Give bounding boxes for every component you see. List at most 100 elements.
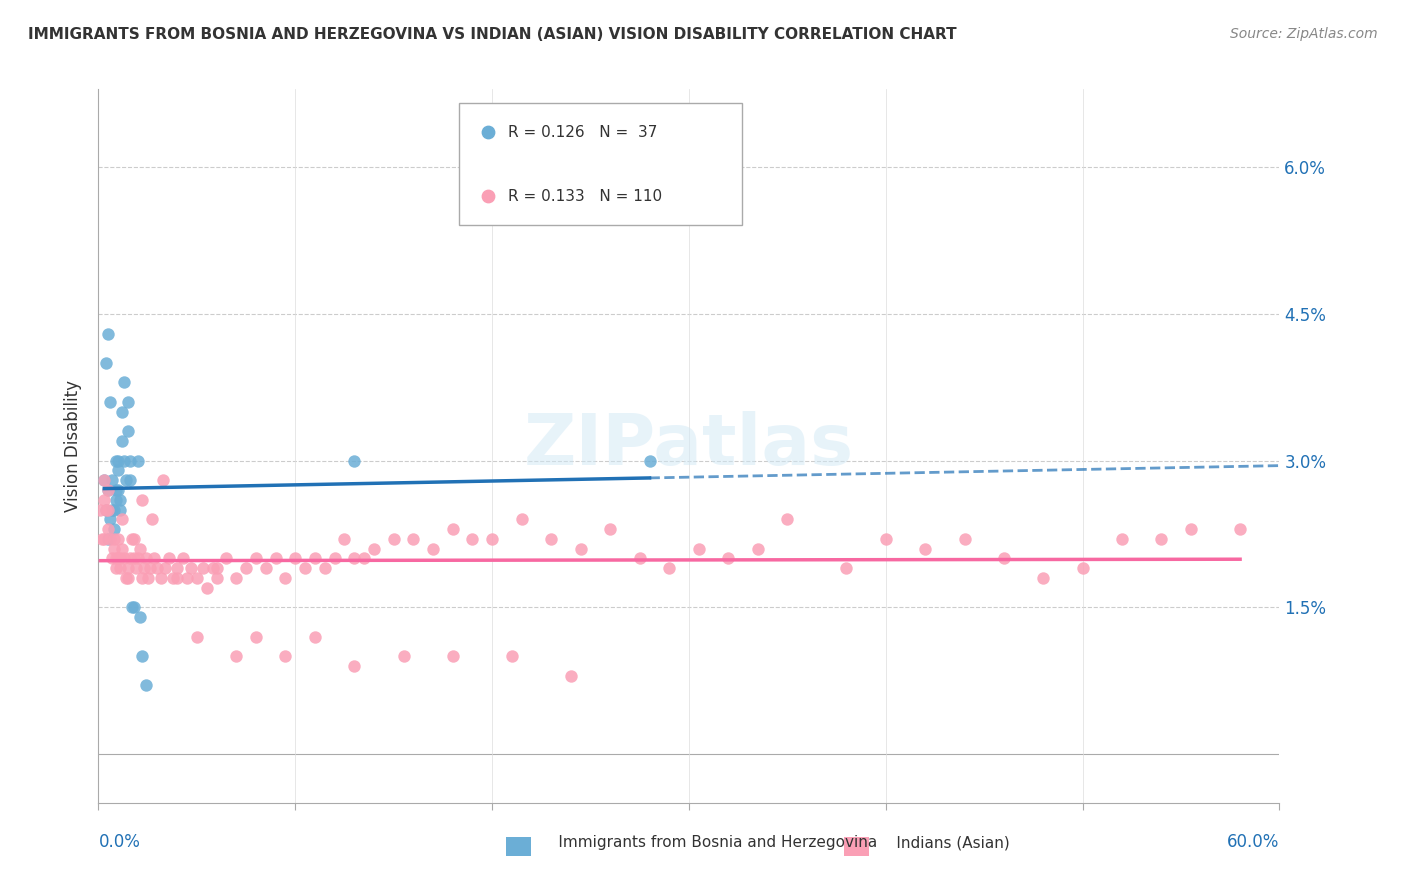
- Point: [1150, 532, 1173, 546]
- Point: [115, 571, 138, 585]
- Point: [91, 532, 114, 546]
- Point: [115, 473, 138, 487]
- Point: [540, 532, 562, 546]
- Point: [186, 630, 208, 644]
- Y-axis label: Vision Disability: Vision Disability: [65, 380, 83, 512]
- Point: [93, 532, 115, 546]
- Point: [205, 561, 228, 575]
- Text: 0.0%: 0.0%: [98, 833, 141, 851]
- Point: [274, 571, 297, 585]
- Point: [264, 551, 287, 566]
- Point: [97, 522, 120, 536]
- Point: [127, 551, 149, 566]
- Point: [638, 453, 661, 467]
- Point: [1180, 522, 1202, 536]
- Point: [107, 532, 129, 546]
- Point: [125, 561, 148, 575]
- Point: [141, 512, 163, 526]
- Point: [162, 571, 184, 585]
- Point: [136, 571, 159, 585]
- Point: [363, 541, 385, 556]
- Point: [103, 522, 125, 536]
- Point: [97, 483, 120, 497]
- Point: [97, 483, 120, 497]
- Point: [441, 649, 464, 664]
- Point: [98, 512, 121, 526]
- Point: [98, 532, 121, 546]
- Point: [97, 502, 120, 516]
- Point: [105, 483, 128, 497]
- Point: [112, 376, 135, 390]
- Point: [461, 532, 484, 546]
- Point: [201, 561, 224, 575]
- Point: [107, 483, 129, 497]
- Point: [97, 532, 120, 546]
- Point: [186, 571, 208, 585]
- Point: [510, 512, 533, 526]
- Point: [599, 522, 621, 536]
- Point: [117, 571, 139, 585]
- Point: [274, 649, 297, 664]
- Point: [157, 551, 180, 566]
- Point: [501, 649, 523, 664]
- Point: [152, 473, 174, 487]
- Point: [343, 659, 366, 673]
- Point: [835, 561, 858, 575]
- Point: [105, 492, 128, 507]
- Point: [422, 541, 444, 556]
- Point: [128, 541, 150, 556]
- Point: [108, 551, 131, 566]
- Point: [117, 425, 139, 439]
- Point: [111, 434, 134, 449]
- Point: [117, 395, 139, 409]
- Point: [132, 561, 155, 575]
- Point: [111, 405, 134, 419]
- Point: [1071, 561, 1094, 575]
- Point: [93, 492, 115, 507]
- Point: [128, 610, 150, 624]
- Point: [441, 522, 464, 536]
- Point: [121, 532, 143, 546]
- Point: [215, 551, 238, 566]
- Point: [205, 571, 228, 585]
- Text: R = 0.126   N =  37: R = 0.126 N = 37: [508, 125, 658, 139]
- Point: [191, 561, 214, 575]
- Point: [135, 551, 157, 566]
- Point: [101, 502, 124, 516]
- Point: [166, 561, 188, 575]
- Point: [138, 561, 160, 575]
- Point: [717, 551, 740, 566]
- Point: [1111, 532, 1133, 546]
- Point: [284, 551, 307, 566]
- Point: [1229, 522, 1251, 536]
- Point: [131, 649, 153, 664]
- Point: [245, 630, 267, 644]
- Point: [172, 551, 194, 566]
- Point: [560, 669, 582, 683]
- Point: [776, 512, 799, 526]
- Point: [112, 453, 135, 467]
- Point: [122, 551, 145, 566]
- FancyBboxPatch shape: [458, 103, 742, 225]
- Point: [304, 551, 326, 566]
- Point: [107, 453, 129, 467]
- Text: IMMIGRANTS FROM BOSNIA AND HERZEGOVINA VS INDIAN (ASIAN) VISION DISABILITY CORRE: IMMIGRANTS FROM BOSNIA AND HERZEGOVINA V…: [28, 27, 956, 42]
- Point: [245, 551, 267, 566]
- Point: [166, 571, 188, 585]
- Point: [127, 453, 149, 467]
- Text: ZIPatlas: ZIPatlas: [524, 411, 853, 481]
- Point: [993, 551, 1015, 566]
- Point: [569, 541, 592, 556]
- Point: [1032, 571, 1054, 585]
- Point: [118, 473, 141, 487]
- Point: [235, 561, 257, 575]
- Point: [108, 502, 131, 516]
- Point: [155, 561, 177, 575]
- Point: [111, 512, 134, 526]
- Point: [353, 551, 375, 566]
- Point: [225, 571, 247, 585]
- Point: [112, 551, 135, 566]
- Point: [122, 600, 145, 615]
- Text: 60.0%: 60.0%: [1227, 833, 1279, 851]
- Point: [131, 492, 153, 507]
